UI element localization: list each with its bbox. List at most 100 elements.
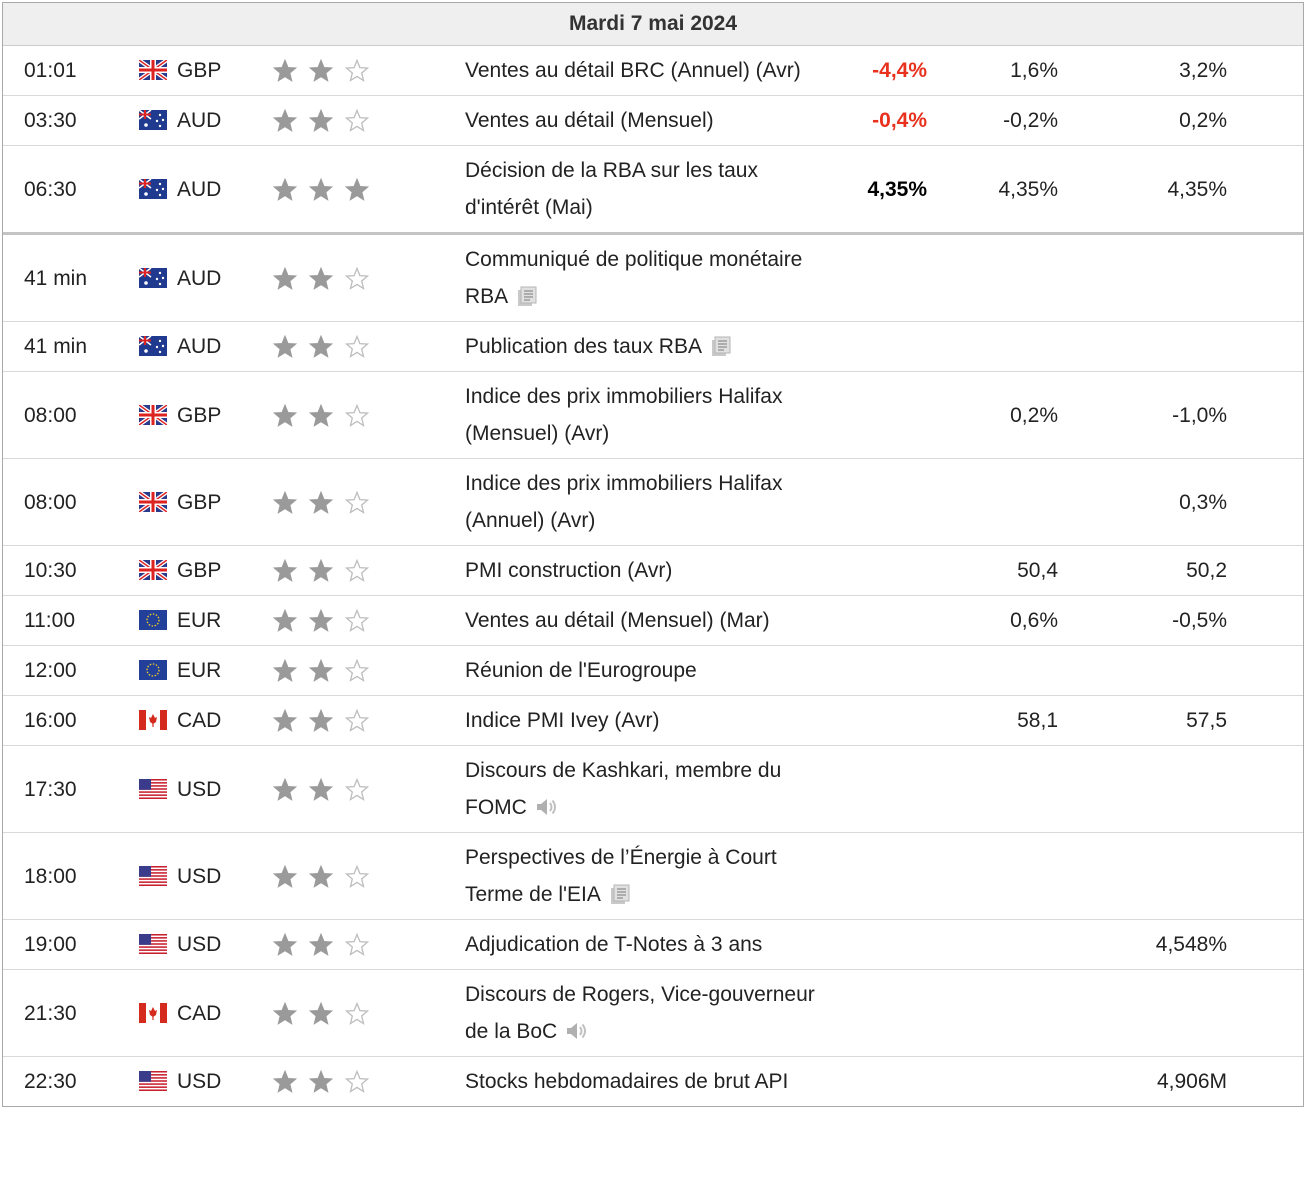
star-empty [344, 266, 370, 290]
currency: EUR [177, 609, 222, 632]
time: 08:00 [3, 458, 139, 546]
event-cell: Stocks hebdomadaires de brut API [454, 1057, 832, 1107]
importance-cell [269, 595, 454, 646]
star-filled [308, 1070, 334, 1094]
event-row: 18:00 USD Perspectives de l’Énergie à Cour… [3, 832, 1303, 920]
importance-stars [272, 864, 370, 888]
star-filled [308, 933, 334, 957]
calendar: Mardi 7 mai 2024 01:01 GBP Ventes au détai… [2, 2, 1304, 1107]
event-row: 21:30 CAD Discours de Rogers, Vice-gouvern… [3, 969, 1303, 1057]
star-filled [308, 709, 334, 733]
event-name: Réunion de l'Eurogroupe [465, 659, 697, 682]
previous [1068, 969, 1237, 1057]
actual: -0,4% [832, 95, 937, 146]
actual [832, 545, 937, 596]
star-empty [344, 777, 370, 801]
importance-cell [269, 1057, 454, 1107]
currency: EUR [177, 659, 222, 682]
time: 19:00 [3, 919, 139, 970]
currency: AUD [177, 266, 222, 290]
previous: 3,2% [1068, 46, 1237, 96]
event-name: Discours de Kashkari, membre du FOMC [465, 759, 782, 819]
currency: AUD [177, 109, 222, 132]
importance-stars [272, 403, 370, 427]
forecast: 50,4 [937, 545, 1068, 596]
event-name: Stocks hebdomadaires de brut API [465, 1070, 789, 1093]
star-filled [308, 777, 334, 801]
forecast [937, 233, 1068, 322]
forecast: 1,6% [937, 46, 1068, 96]
star-filled [272, 177, 298, 201]
star-filled [272, 59, 298, 83]
forecast: 0,6% [937, 595, 1068, 646]
spacer [1237, 645, 1303, 696]
spacer [1237, 919, 1303, 970]
importance-stars [272, 1001, 370, 1025]
importance-stars [272, 933, 370, 957]
star-filled [308, 559, 334, 583]
event-name: Adjudication de T-Notes à 3 ans [465, 933, 763, 956]
currency-cell: EUR [139, 595, 269, 646]
flag-icon [139, 934, 167, 955]
document-icon [610, 884, 630, 904]
star-filled [308, 490, 334, 514]
time: 06:30 [3, 145, 139, 235]
forecast [937, 645, 1068, 696]
flag-icon [138, 266, 167, 288]
actual [832, 645, 937, 696]
flag-icon [138, 177, 167, 199]
time: 01:01 [3, 46, 139, 96]
currency-cell: AUD [138, 233, 269, 322]
currency-cell: AUD [138, 95, 269, 146]
importance-cell [269, 321, 454, 372]
flag-icon [137, 489, 169, 514]
event-cell: Indice des prix immobiliers Halifax (Ann… [454, 458, 832, 546]
event-row: 08:00 GBP Indice des prix immobiliers Hali… [3, 371, 1303, 459]
actual [832, 1057, 937, 1107]
audio-icon [567, 1023, 587, 1039]
currency-cell: CAD [139, 695, 269, 746]
currency-cell: USD [139, 919, 269, 970]
star-filled [308, 609, 334, 633]
event-cell: Réunion de l'Eurogroupe [454, 645, 832, 696]
flag-icon [137, 58, 169, 82]
event-cell: Ventes au détail BRC (Annuel) (Avr) [454, 46, 832, 96]
currency-cell: GBP [137, 371, 269, 459]
star-empty [344, 659, 370, 683]
spacer [1237, 145, 1303, 235]
document-icon [711, 336, 731, 356]
time: 17:30 [3, 745, 139, 833]
flag-icon [139, 1002, 167, 1023]
actual: -4,4% [832, 46, 937, 96]
importance-cell [269, 545, 454, 596]
event-cell: PMI construction (Avr) [454, 545, 832, 596]
actual [832, 969, 937, 1057]
star-filled [272, 490, 298, 514]
flag-icon [138, 109, 167, 130]
spacer [1237, 745, 1303, 833]
star-filled [308, 864, 334, 888]
spacer [1237, 1057, 1303, 1107]
star-filled [272, 403, 298, 427]
previous: 50,2 [1068, 545, 1237, 596]
star-empty [344, 864, 370, 888]
event-name: Perspectives de l’Énergie à Court Terme … [465, 846, 777, 906]
previous [1068, 233, 1237, 322]
importance-stars [272, 266, 370, 290]
time: 08:00 [3, 371, 139, 459]
star-filled [308, 335, 334, 359]
importance-cell [269, 645, 454, 696]
time: 18:00 [3, 832, 139, 920]
importance-cell [269, 832, 454, 920]
forecast [937, 458, 1068, 546]
star-empty [344, 403, 370, 427]
time: 41 min [3, 321, 139, 372]
time: 12:00 [3, 645, 139, 696]
importance-cell [269, 371, 454, 459]
currency-cell: AUD [138, 321, 269, 372]
importance-stars [272, 177, 370, 201]
spacer [1237, 458, 1303, 546]
events-table: 01:01 GBP Ventes au détail BRC (Annuel) (A… [3, 46, 1303, 1106]
star-filled [272, 109, 298, 133]
star-filled [344, 177, 370, 201]
